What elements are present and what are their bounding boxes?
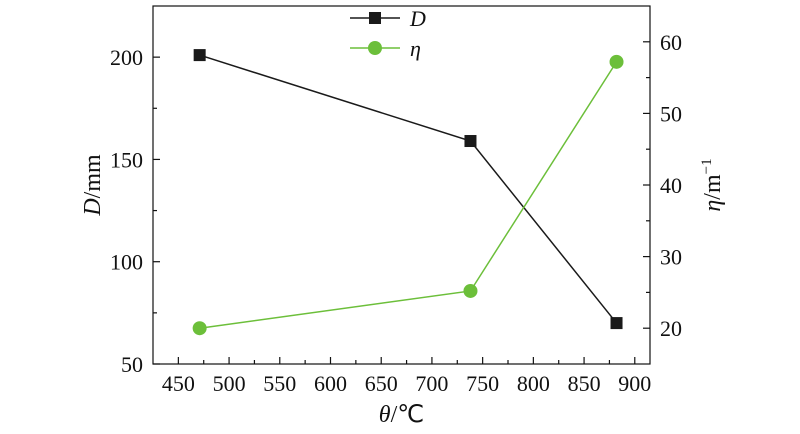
legend-marker-square — [369, 12, 381, 24]
x-axis-variable: θ — [379, 402, 391, 428]
y-right-axis-title: η/m−1 — [699, 158, 726, 211]
y-left-tick-label: 100 — [110, 250, 143, 275]
y-right-axis-exponent: −1 — [699, 158, 715, 174]
y-right-tick-label: 50 — [660, 101, 682, 126]
x-tick-label: 750 — [466, 371, 499, 396]
y-left-axis-title: D/mm — [80, 154, 106, 217]
axes: 450 500 550 600 650 700 750 800 850 900 50 100 150 20… — [110, 5, 682, 396]
x-tick-label: 550 — [263, 371, 296, 396]
legend-marker-circle — [368, 41, 382, 55]
data-point-square — [464, 135, 477, 148]
y-left-axis-variable: D — [80, 198, 106, 216]
y-left-tick-label: 150 — [110, 147, 143, 172]
data-point-circle — [463, 283, 478, 298]
y-left-tick-label: 50 — [121, 352, 143, 377]
series-line — [199, 54, 618, 324]
y-right-axis-unit: /m — [700, 174, 726, 200]
legend-label: D — [409, 6, 426, 31]
x-tick-label: 700 — [415, 371, 448, 396]
x-tick-label: 450 — [162, 371, 195, 396]
plot-frame — [152, 5, 651, 365]
x-tick-label: 650 — [365, 371, 398, 396]
x-axis-unit: /℃ — [391, 402, 425, 428]
x-tick-label: 500 — [213, 371, 246, 396]
series-eta — [192, 54, 624, 336]
legend-label: η — [410, 36, 421, 61]
data-point-circle — [192, 321, 207, 336]
y-left-axis-unit: /mm — [80, 154, 106, 198]
x-axis-title: θ/℃ — [379, 402, 424, 428]
series-layer — [192, 49, 624, 336]
data-point-circle — [609, 54, 624, 69]
y-right-axis-variable: η — [700, 200, 726, 212]
series-line — [199, 61, 618, 329]
series-d — [193, 49, 623, 330]
y-right-tick-label: 40 — [660, 173, 682, 198]
legend: Dη — [350, 6, 426, 61]
x-tick-label: 850 — [568, 371, 601, 396]
y-right-tick-label: 20 — [660, 316, 682, 341]
legend-item: D — [350, 6, 426, 31]
x-tick-label: 900 — [618, 371, 651, 396]
y-left-tick-label: 200 — [110, 45, 143, 70]
axis-titles: θ/℃ D/mm η/m−1 — [80, 154, 726, 428]
y-right-tick-label: 60 — [660, 30, 682, 55]
legend-item: η — [350, 36, 421, 61]
x-tick-label: 600 — [314, 371, 347, 396]
data-point-square — [610, 317, 623, 330]
y-right-tick-label: 30 — [660, 245, 682, 270]
x-tick-label: 800 — [517, 371, 550, 396]
data-point-square — [193, 49, 206, 62]
